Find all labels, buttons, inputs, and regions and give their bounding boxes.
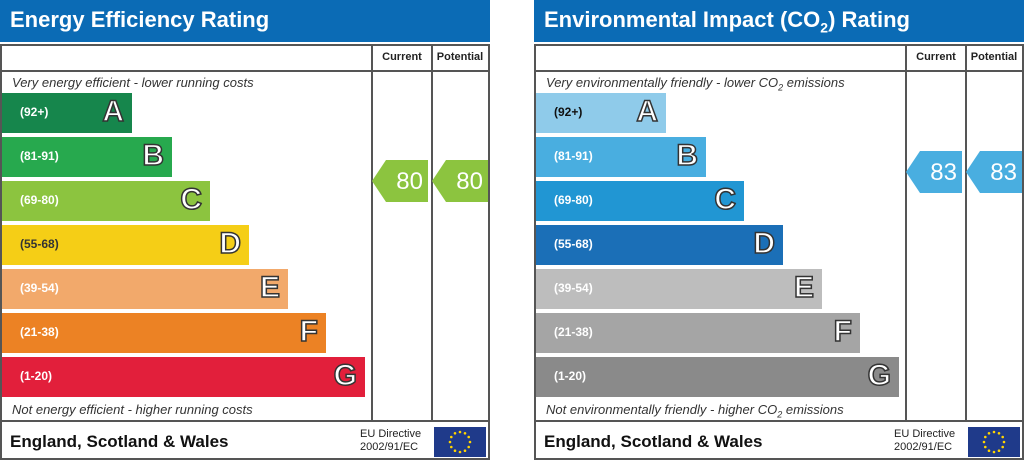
band-range: (81-91) (20, 149, 59, 163)
band-c: (69-80) C (2, 181, 210, 221)
band-range: (69-80) (554, 193, 593, 207)
header-divider (536, 70, 1022, 72)
region-label: England, Scotland & Wales (544, 432, 763, 451)
potential-rating-arrow: 80 (432, 160, 488, 202)
band-g: (1-20) G (536, 357, 899, 397)
band-a: (92+) A (2, 93, 132, 133)
band-g: (1-20) G (2, 357, 365, 397)
footer-divider (536, 420, 1022, 422)
top-note: Very environmentally friendly - lower CO… (546, 75, 845, 93)
potential-rating-arrow: 83 (966, 151, 1022, 193)
eu-flag-icon (968, 427, 1020, 457)
band-b: (81-91) B (2, 137, 172, 177)
header-divider (2, 70, 488, 72)
band-d: (55-68) D (2, 225, 249, 265)
eu-flag-icon (434, 427, 486, 457)
co2-rating-panel: Environmental Impact (CO2) Rating Current… (534, 0, 1024, 460)
band-a: (92+) A (536, 93, 666, 133)
column-header-current: Current (916, 51, 956, 63)
eu-line2: 2002/91/EC (894, 441, 953, 453)
eu-line1: EU Directive (894, 428, 956, 440)
band-letter: B (676, 138, 699, 173)
band-f: (21-38) F (2, 313, 326, 353)
band-range: (39-54) (20, 281, 59, 295)
note-subscript: 2 (777, 409, 783, 420)
rating-table: Current Potential Very environmentally fri… (534, 44, 1024, 460)
band-e: (39-54) E (536, 269, 822, 309)
note-text-after: emissions (782, 402, 844, 417)
note-text: Very environmentally friendly - lower CO (546, 75, 779, 90)
band-e: (39-54) E (2, 269, 288, 309)
band-letter: F (299, 314, 319, 349)
note-text: Not environmentally friendly - higher CO (546, 402, 778, 417)
band-letter: E (793, 270, 815, 305)
band-f: (21-38) F (536, 313, 860, 353)
eu-directive: EU Directive 2002/91/EC (360, 428, 421, 454)
band-range: (21-38) (554, 325, 593, 339)
eu-line1: EU Directive (360, 428, 422, 440)
column-header-potential: Potential (970, 51, 1018, 63)
energy-rating-panel: Energy Efficiency Rating Current Potential… (0, 0, 490, 460)
column-header-potential: Potential (436, 51, 484, 63)
region-label: England, Scotland & Wales (10, 432, 229, 451)
note-text-after: emissions (783, 75, 845, 90)
band-range: (69-80) (20, 193, 59, 207)
band-letter: F (833, 314, 853, 349)
bottom-note: Not energy efficient - higher running co… (12, 402, 253, 420)
band-letter: C (180, 182, 203, 217)
panel-title: Environmental Impact (CO2) Rating (534, 0, 1024, 42)
bottom-note: Not environmentally friendly - higher CO… (546, 402, 844, 420)
current-rating-arrow: 80 (372, 160, 428, 202)
title-text-after: ) Rating (828, 7, 910, 32)
column-divider (905, 46, 907, 420)
band-letter: B (142, 138, 165, 173)
band-letter: A (102, 94, 125, 129)
band-range: (55-68) (554, 237, 593, 251)
band-letter: C (714, 182, 737, 217)
band-range: (21-38) (20, 325, 59, 339)
band-letter: G (867, 358, 892, 393)
band-d: (55-68) D (536, 225, 783, 265)
band-letter: D (219, 226, 242, 261)
band-letter: G (333, 358, 358, 393)
band-letter: E (259, 270, 281, 305)
band-range: (55-68) (20, 237, 59, 251)
title-text: Environmental Impact (CO (544, 7, 821, 32)
column-header-current: Current (382, 51, 422, 63)
band-c: (69-80) C (536, 181, 744, 221)
panel-title: Energy Efficiency Rating (0, 0, 490, 42)
band-range: (81-91) (554, 149, 593, 163)
top-note: Very energy efficient - lower running co… (12, 75, 254, 93)
title-text: Energy Efficiency Rating (10, 7, 270, 32)
eu-directive: EU Directive 2002/91/EC (894, 428, 955, 454)
current-rating-arrow: 83 (906, 151, 962, 193)
column-divider (371, 46, 373, 420)
band-range: (92+) (554, 105, 583, 119)
note-text: Very energy efficient - lower running co… (12, 75, 254, 90)
band-letter: D (753, 226, 776, 261)
band-letter: A (636, 94, 659, 129)
column-divider (431, 46, 433, 420)
title-subscript: 2 (820, 19, 829, 36)
band-range: (1-20) (20, 369, 53, 383)
note-subscript: 2 (778, 82, 784, 93)
column-divider (965, 46, 967, 420)
eu-line2: 2002/91/EC (360, 441, 419, 453)
rating-table: Current Potential Very energy efficient - … (0, 44, 490, 460)
band-b: (81-91) B (536, 137, 706, 177)
band-range: (39-54) (554, 281, 593, 295)
band-range: (92+) (20, 105, 49, 119)
footer-divider (2, 420, 488, 422)
note-text: Not energy efficient - higher running co… (12, 402, 253, 417)
band-range: (1-20) (554, 369, 587, 383)
